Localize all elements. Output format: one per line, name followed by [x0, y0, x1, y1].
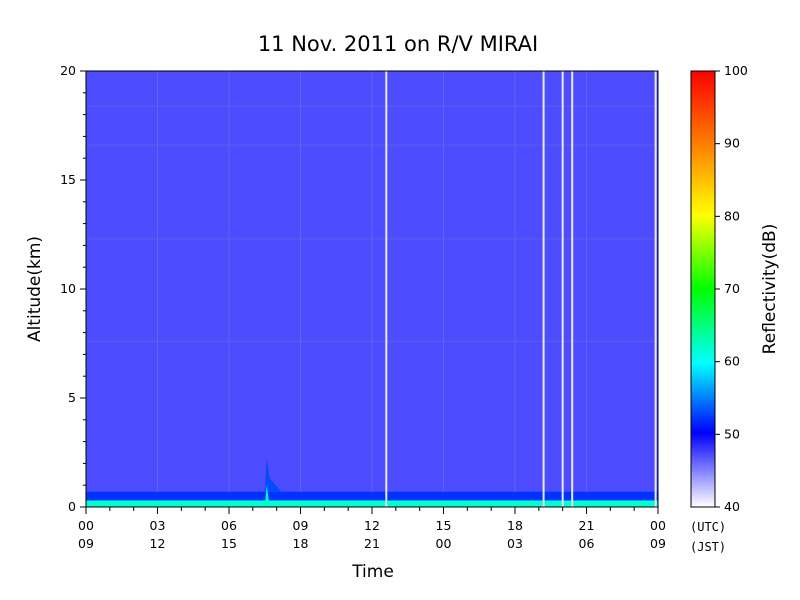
- colorbar-label: Reflectivity(dB): [760, 224, 780, 355]
- data-gap: [385, 71, 388, 507]
- reflectivity-layers: [86, 71, 658, 507]
- x-axis-label: Time: [351, 562, 394, 582]
- y-tick-label: 10: [60, 281, 76, 296]
- utc-label: (UTC): [690, 520, 726, 534]
- data-gap: [542, 71, 545, 507]
- colorbar-tick-label: 40: [724, 499, 740, 514]
- x-tick-label-utc: 00: [78, 518, 94, 533]
- convective-core: [264, 485, 270, 507]
- x-tick-label-utc: 18: [507, 518, 523, 533]
- plot-area: [85, 70, 659, 508]
- data-gap: [561, 71, 564, 507]
- x-tick-label-utc: 15: [436, 518, 452, 533]
- y-tick-label: 15: [60, 172, 76, 187]
- y-tick-label: 20: [60, 63, 76, 78]
- colorbar-gradient: [690, 70, 716, 508]
- x-tick-label-utc: 12: [364, 518, 380, 533]
- x-tick-label-jst: 09: [78, 536, 94, 551]
- convective-feature: [264, 459, 282, 492]
- x-tick-label-jst: 18: [293, 536, 309, 551]
- colorbar-tick-label: 90: [724, 136, 740, 151]
- x-tick-label-utc: 03: [150, 518, 166, 533]
- colorbar-ticks: 40 50 60 70 80 90 100: [715, 63, 748, 514]
- x-tick-label-jst: 03: [507, 536, 523, 551]
- x-tick-label-jst: 06: [579, 536, 595, 551]
- colorbar-tick-label: 100: [724, 63, 748, 78]
- data-gap: [654, 71, 657, 507]
- x-tick-label-jst: 00: [436, 536, 452, 551]
- y-tick-label: 0: [68, 499, 76, 514]
- x-tick-label-jst: 21: [364, 536, 380, 551]
- x-tick-label-jst: 09: [650, 536, 666, 551]
- x-tick-label-utc: 00: [650, 518, 666, 533]
- x-tick-label-utc: 09: [293, 518, 309, 533]
- x-tick-label-utc: 06: [221, 518, 237, 533]
- colorbar-tick-label: 50: [724, 426, 740, 441]
- colorbar-tick-label: 60: [724, 354, 740, 369]
- chart-title: 11 Nov. 2011 on R/V MIRAI: [258, 32, 538, 56]
- y-tick-label: 5: [68, 390, 76, 405]
- y-axis-label: Altitude(km): [25, 236, 45, 342]
- colorbar-tick-label: 80: [724, 208, 740, 223]
- x-tick-label-jst: 12: [150, 536, 166, 551]
- near-surface-layer: [86, 500, 658, 507]
- x-tick-label-jst: 15: [221, 536, 237, 551]
- y-axis: 0 5 10 15 20: [60, 63, 86, 514]
- colorbar: 40 50 60 70 80 90 100 Reflectivity(dB): [690, 63, 780, 514]
- x-axis: 00 09 03 12 06 15 09 18 12 21 15 00 18 03 21 06 00 09: [78, 507, 666, 551]
- x-tick-label-utc: 21: [579, 518, 595, 533]
- data-gap: [571, 71, 574, 507]
- colorbar-tick-label: 70: [724, 281, 740, 296]
- jst-label: (JST): [690, 540, 726, 554]
